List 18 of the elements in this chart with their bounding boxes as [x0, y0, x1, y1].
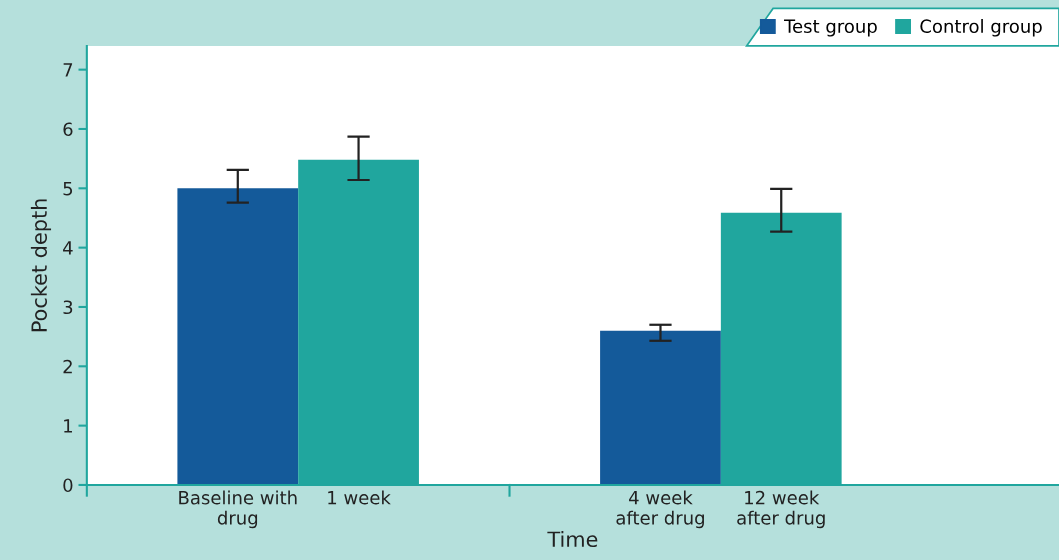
x-tick-label: 4 week after drug	[616, 490, 704, 529]
bar	[177, 188, 299, 485]
y-tick-label: 5	[63, 182, 73, 196]
x-tick-label: 1 week	[328, 490, 391, 505]
y-tick-label: 7	[63, 63, 73, 77]
y-tick-label: 4	[63, 241, 73, 255]
y-tick-label: 1	[64, 419, 72, 433]
y-axis-title: Pocket depth	[30, 199, 52, 332]
y-tick-label: 6	[63, 122, 73, 137]
legend-label: Test group	[784, 19, 877, 37]
legend-label: Control group	[920, 19, 1042, 37]
y-tick-label: 0	[63, 478, 73, 493]
bar	[600, 330, 721, 485]
y-tick-label: 2	[63, 359, 72, 374]
x-tick-label: Baseline with drug	[179, 490, 297, 529]
y-tick-label: 3	[63, 300, 73, 315]
x-axis-title: Time	[547, 530, 598, 548]
x-tick-label: 12 week after drug	[737, 490, 825, 529]
